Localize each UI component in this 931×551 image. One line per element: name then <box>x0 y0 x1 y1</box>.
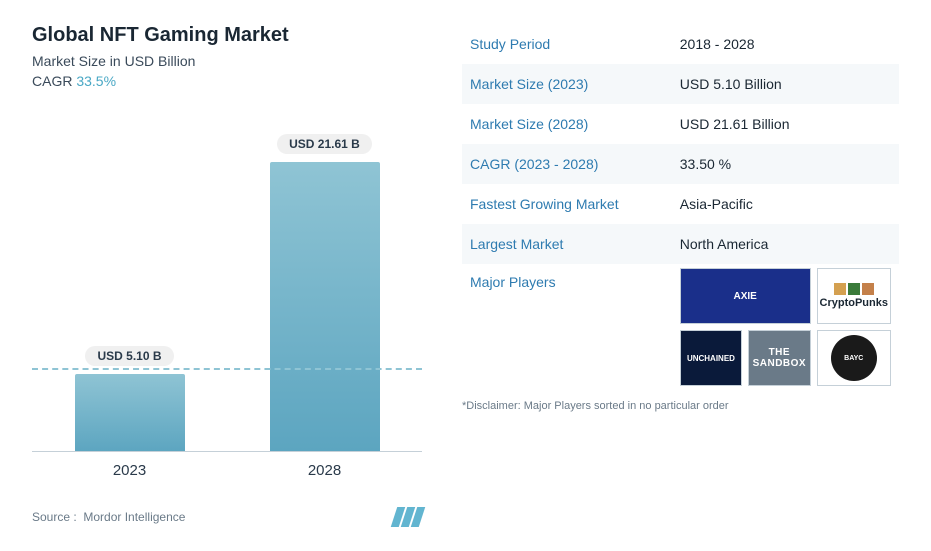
player-logo-text: THE SANDBOX <box>751 347 807 369</box>
market-info-table: Study Period2018 - 2028 Market Size (202… <box>462 24 899 394</box>
info-key: CAGR (2023 - 2028) <box>462 144 672 184</box>
bar-group-2028: USD 21.61 B <box>257 134 392 452</box>
table-row: Fastest Growing MarketAsia-Pacific <box>462 184 899 224</box>
info-key: Fastest Growing Market <box>462 184 672 224</box>
major-players-row: Major Players AXIE CryptoPunks <box>462 264 899 394</box>
major-players-cell: AXIE CryptoPunks UNCHAINED <box>672 264 899 394</box>
x-labels-row: 2023 2028 <box>32 452 422 479</box>
info-value: USD 21.61 Billion <box>672 104 899 144</box>
player-logo-text: CryptoPunks <box>820 297 888 309</box>
x-label: 2028 <box>257 462 392 479</box>
cagr-label: CAGR <box>32 73 72 89</box>
chart-title: Global NFT Gaming Market <box>32 24 422 47</box>
source-line: Source : Mordor Intelligence <box>32 507 422 527</box>
reference-line <box>32 368 422 370</box>
player-tile-bayc-wrap: BAYC <box>817 330 891 386</box>
player-tile-bayc: BAYC <box>831 335 877 381</box>
player-logo-text: UNCHAINED <box>687 354 735 363</box>
cagr-value: 33.5% <box>76 73 116 89</box>
table-row: Largest MarketNorth America <box>462 224 899 264</box>
info-key: Study Period <box>462 24 672 64</box>
info-value: 2018 - 2028 <box>672 24 899 64</box>
player-tile-sandbox: THE SANDBOX <box>748 330 810 386</box>
mordor-logo-icon <box>394 507 422 527</box>
bar-2028 <box>270 162 380 452</box>
chart-cagr-line: CAGR 33.5% <box>32 73 422 89</box>
x-axis <box>32 451 422 452</box>
table-row: Study Period2018 - 2028 <box>462 24 899 64</box>
bar-value-label: USD 21.61 B <box>277 134 372 154</box>
table-row: Market Size (2023)USD 5.10 Billion <box>462 64 899 104</box>
cryptopunks-icon <box>834 283 874 295</box>
table-row: CAGR (2023 - 2028)33.50 % <box>462 144 899 184</box>
bar-2023 <box>75 374 185 452</box>
info-value: North America <box>672 224 899 264</box>
disclaimer-text: *Disclaimer: Major Players sorted in no … <box>462 400 899 412</box>
info-key: Largest Market <box>462 224 672 264</box>
info-key: Market Size (2028) <box>462 104 672 144</box>
player-logo-text: AXIE <box>733 291 756 302</box>
player-tile-cryptopunks: CryptoPunks <box>817 268 891 324</box>
bar-group-2023: USD 5.10 B <box>62 346 197 452</box>
info-panel: Study Period2018 - 2028 Market Size (202… <box>462 24 899 527</box>
player-tile-gods-unchained: UNCHAINED <box>680 330 742 386</box>
source-prefix: Source : <box>32 510 77 524</box>
major-players-label: Major Players <box>462 264 672 394</box>
player-logo-text: BAYC <box>844 355 863 362</box>
source-text: Source : Mordor Intelligence <box>32 510 185 524</box>
bar-value-label: USD 5.10 B <box>85 346 173 366</box>
info-value: 33.50 % <box>672 144 899 184</box>
info-value: Asia-Pacific <box>672 184 899 224</box>
source-name: Mordor Intelligence <box>83 510 185 524</box>
x-label: 2023 <box>62 462 197 479</box>
table-row: Market Size (2028)USD 21.61 Billion <box>462 104 899 144</box>
info-value: USD 5.10 Billion <box>672 64 899 104</box>
info-key: Market Size (2023) <box>462 64 672 104</box>
bar-chart: USD 5.10 B USD 21.61 B <box>32 99 422 452</box>
bars-container: USD 5.10 B USD 21.61 B <box>62 99 392 452</box>
chart-panel: Global NFT Gaming Market Market Size in … <box>32 24 422 527</box>
players-grid: AXIE CryptoPunks UNCHAINED <box>680 264 891 394</box>
player-tile-axie: AXIE <box>680 268 811 324</box>
chart-subtitle: Market Size in USD Billion <box>32 53 422 69</box>
